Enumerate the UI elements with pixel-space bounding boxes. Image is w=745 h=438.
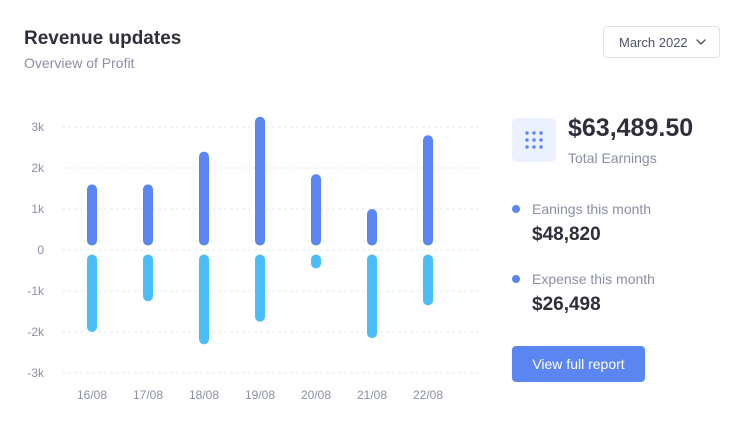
x-tick-label: 21/08 [357, 388, 387, 402]
bar-positive [255, 116, 265, 246]
revenue-chart-svg: 3k 2k 1k 0 -1k -2k -3k 16/08 17/08 18/08 19/08 20/0… [27, 116, 480, 402]
view-full-report-button[interactable]: View full report [512, 346, 645, 382]
bar-negative [367, 254, 377, 339]
total-earnings-value: $63,489.50 [568, 114, 694, 142]
earnings-value: $48,820 [532, 224, 601, 245]
chevron-down-icon [696, 39, 706, 45]
y-tick-label: 3k [31, 120, 45, 134]
bar-negative [199, 254, 209, 345]
y-tick-label: -3k [27, 366, 45, 380]
month-select[interactable]: March 2022 [603, 26, 720, 58]
expense-value: $26,498 [532, 294, 601, 315]
y-tick-label: -2k [27, 325, 45, 339]
bar-negative [255, 254, 265, 322]
card-subtitle: Overview of Profit [24, 55, 135, 71]
bar-negative [87, 254, 97, 332]
bar-positive [423, 135, 433, 246]
revenue-bar-chart: 3k 2k 1k 0 -1k -2k -3k 16/08 17/08 18/08 19/08 20/0… [0, 100, 500, 410]
bar-positive [199, 151, 209, 246]
y-tick-label: -1k [27, 284, 45, 298]
x-tick-label: 20/08 [301, 388, 331, 402]
bar-positive [311, 174, 321, 246]
x-tick-label: 16/08 [77, 388, 107, 402]
x-tick-label: 22/08 [413, 388, 443, 402]
earnings-label: Eanings this month [532, 201, 652, 217]
month-select-value: March 2022 [619, 34, 688, 50]
expense-label: Expense this month [532, 271, 655, 287]
expense-dot-icon [512, 275, 520, 283]
y-tick-label: 0 [37, 243, 44, 257]
bar-positive [87, 184, 97, 246]
total-earnings-label: Total Earnings [568, 150, 657, 166]
earnings-dot-icon [512, 205, 520, 213]
bar-negative [423, 254, 433, 306]
card-title: Revenue updates [24, 28, 182, 49]
x-tick-label: 18/08 [189, 388, 219, 402]
x-tick-label: 19/08 [245, 388, 275, 402]
y-tick-label: 2k [31, 161, 45, 175]
bar-positive [143, 184, 153, 246]
bar-negative [143, 254, 153, 302]
y-tick-label: 1k [31, 202, 45, 216]
bar-positive [367, 209, 377, 246]
bar-negative [311, 254, 321, 269]
grid-dots-icon [512, 118, 556, 162]
x-tick-label: 17/08 [133, 388, 163, 402]
